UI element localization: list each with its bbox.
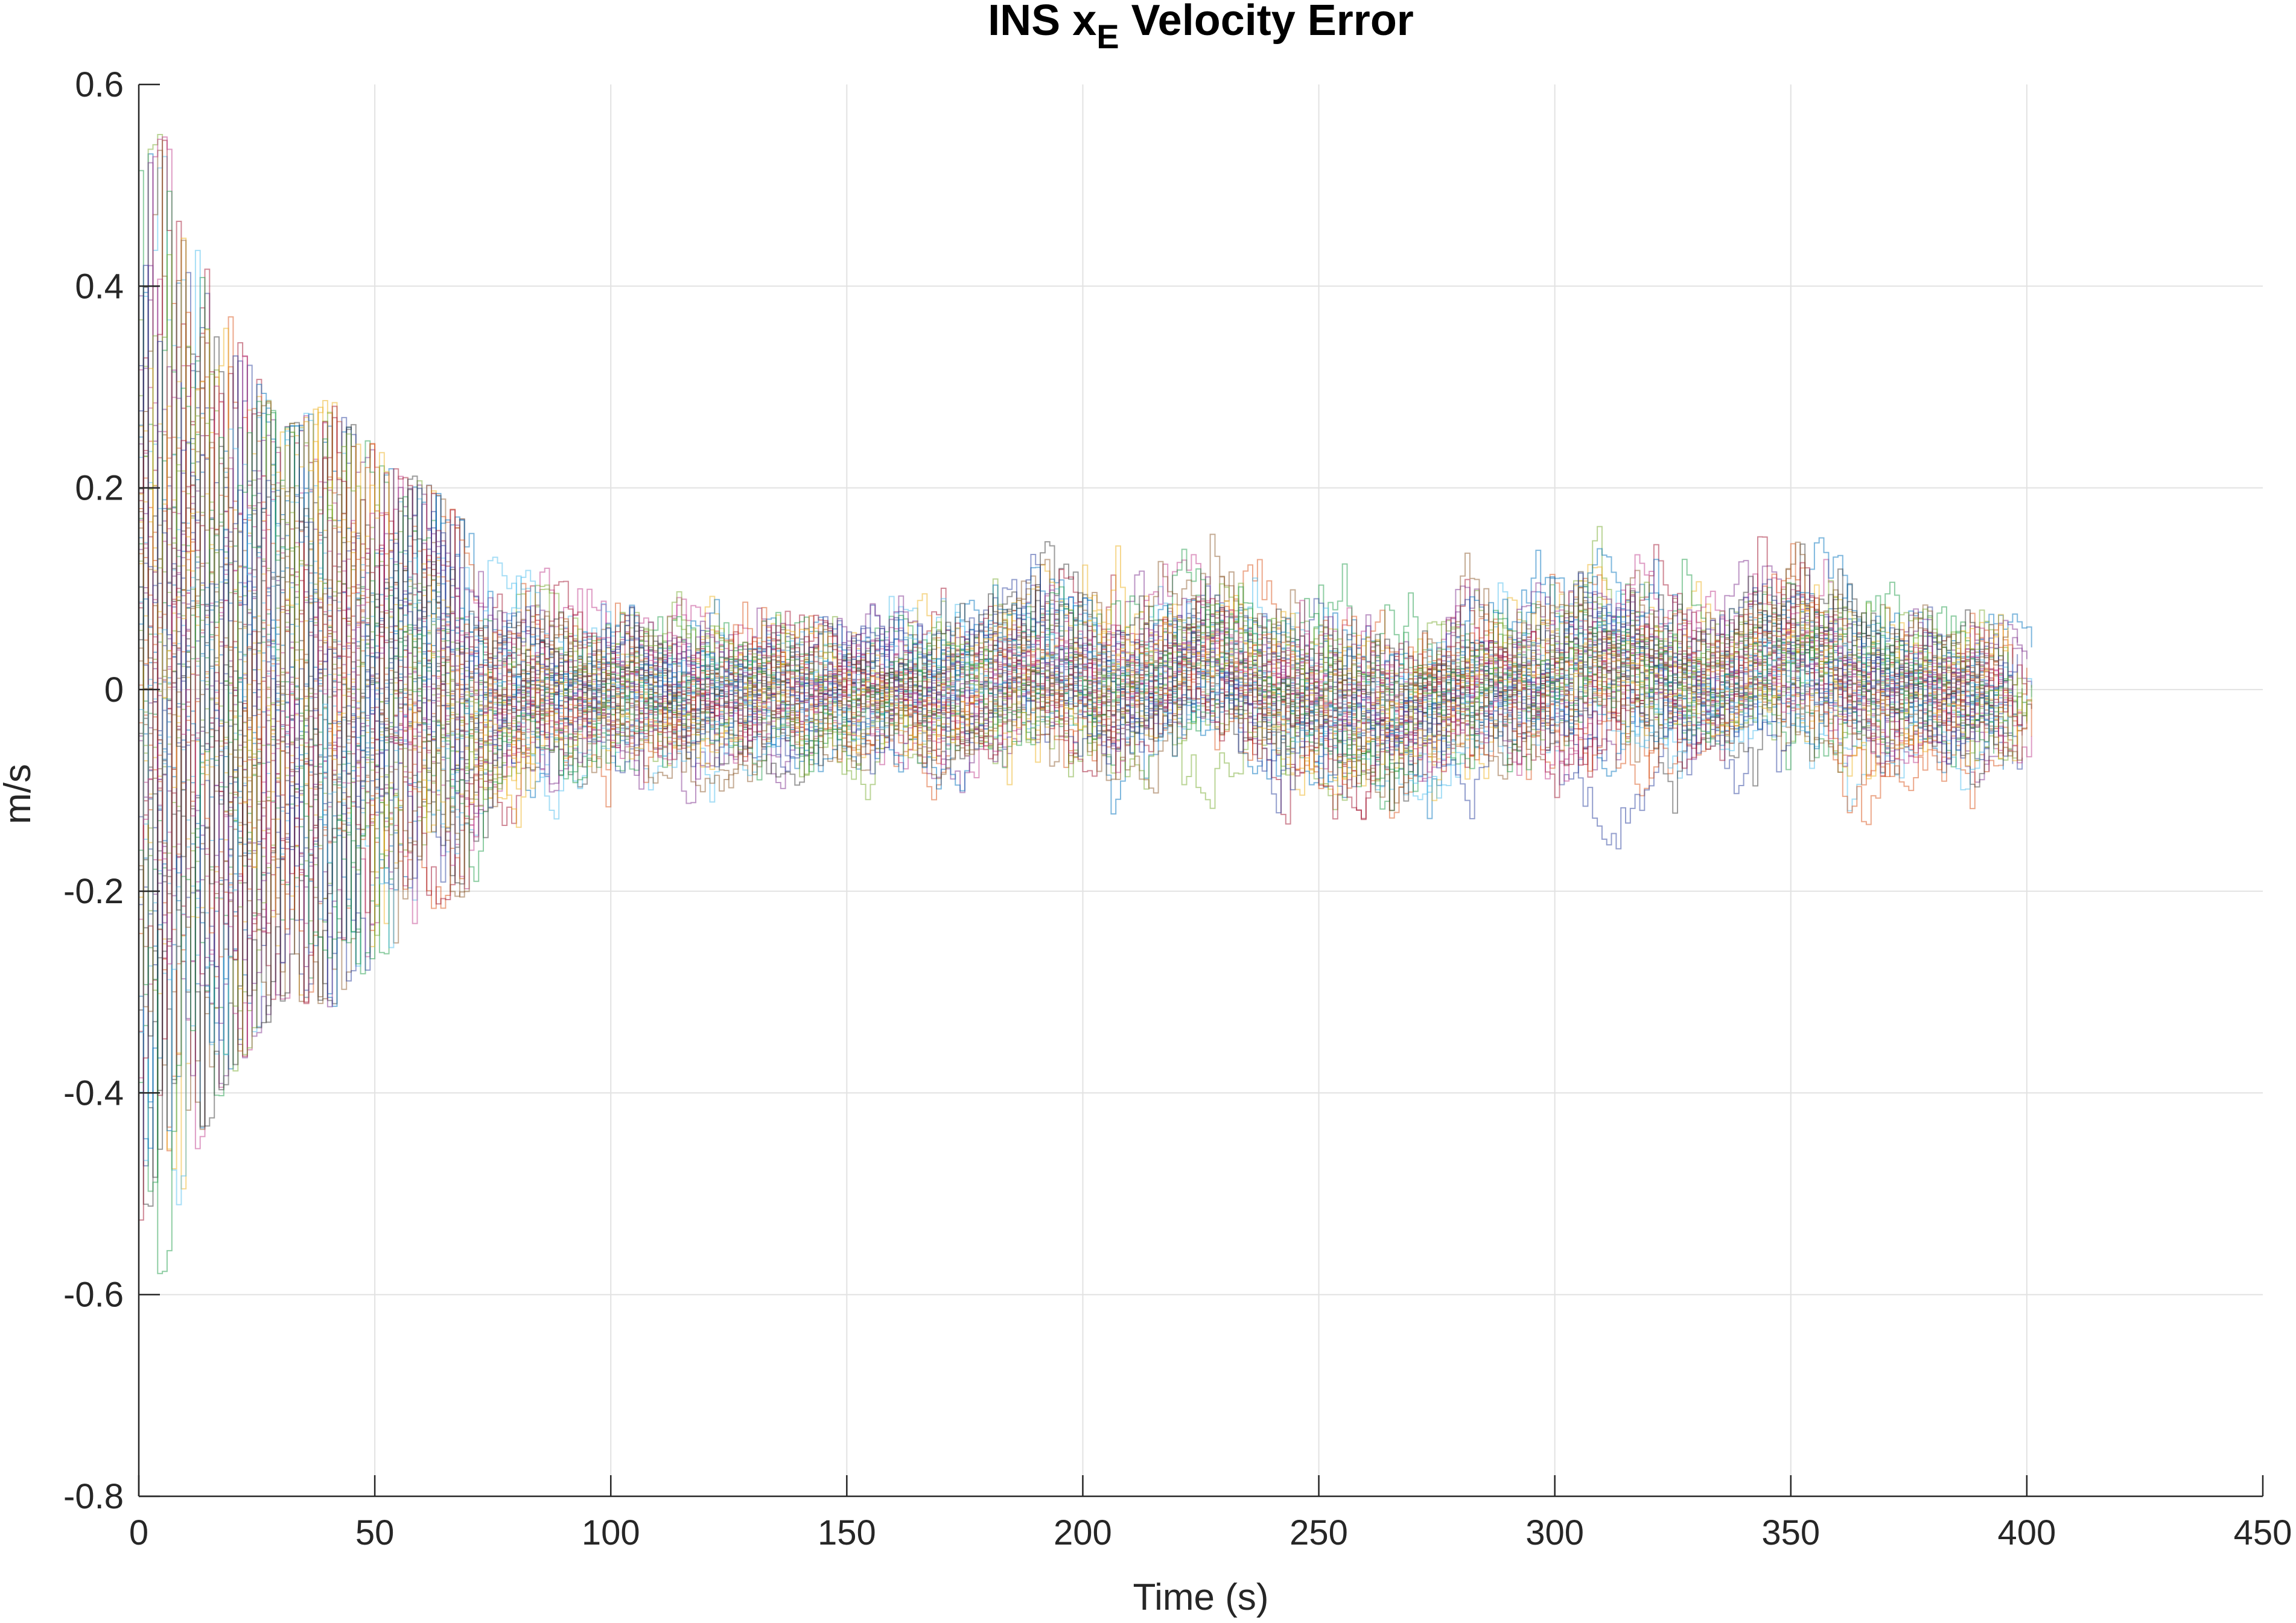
y-tick-label: -0.8 xyxy=(63,1477,124,1516)
chart-title: INS xE Velocity Error xyxy=(988,0,1414,56)
trace-line xyxy=(139,264,2018,964)
chart-title-subscript: E xyxy=(1096,17,1119,56)
x-axis-label: Time (s) xyxy=(1133,1577,1269,1618)
chart-title-main: INS x xyxy=(988,0,1096,45)
x-tick-label: 300 xyxy=(1525,1513,1584,1552)
x-tick-label: 250 xyxy=(1290,1513,1348,1552)
x-tick-label: 0 xyxy=(129,1513,148,1552)
axes xyxy=(138,84,2263,1498)
x-tick-label: 350 xyxy=(1761,1513,1820,1552)
trace-line xyxy=(139,336,2009,1012)
y-tick-label: 0.6 xyxy=(75,65,124,104)
x-tick-label: 150 xyxy=(818,1513,876,1552)
y-tick-label: 0.2 xyxy=(75,469,124,508)
traces xyxy=(139,134,2032,1274)
y-axis-ticks: -0.8 -0.6 -0.4 -0.2 0 0.2 0.4 0.6 xyxy=(63,65,160,1516)
y-axis-label: m/s xyxy=(0,764,39,824)
x-axis-ticks: 0 50 100 150 200 250 300 350 400 450 xyxy=(129,1475,2292,1552)
y-tick-label: 0.4 xyxy=(75,267,124,306)
chart-title-suffix: Velocity Error xyxy=(1119,0,1414,45)
y-tick-label: -0.6 xyxy=(63,1275,124,1315)
x-tick-label: 450 xyxy=(2234,1513,2292,1552)
x-tick-label: 50 xyxy=(355,1513,395,1552)
y-tick-label: -0.2 xyxy=(63,872,124,911)
x-tick-label: 100 xyxy=(582,1513,640,1552)
y-tick-label: 0 xyxy=(104,670,124,710)
x-tick-label: 400 xyxy=(1997,1513,2056,1552)
y-tick-label: -0.4 xyxy=(63,1073,124,1113)
x-tick-label: 200 xyxy=(1054,1513,1112,1552)
